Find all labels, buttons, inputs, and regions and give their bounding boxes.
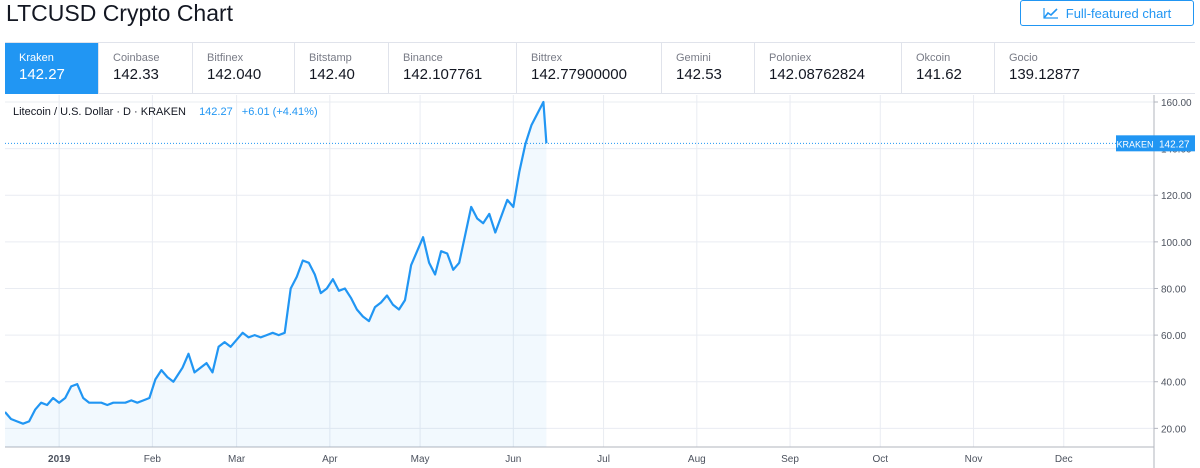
last-price-source-label: KRAKEN — [1116, 139, 1153, 149]
exchange-name: Gocio — [1009, 52, 1038, 64]
exchange-price: 142.27 — [19, 66, 65, 83]
x-tick-label: Sep — [781, 454, 799, 465]
last-price-source-badge — [1116, 135, 1154, 152]
tab-gocio[interactable]: Gocio 139.12877 — [995, 43, 1175, 94]
chart-legend: Litecoin / U.S. Dollar · D · KRAKEN 142.… — [13, 106, 318, 118]
x-tick-label: Nov — [965, 454, 983, 465]
y-tick-label: 120.00 — [1161, 191, 1192, 202]
series-area — [5, 102, 547, 447]
x-tick-label: Oct — [873, 454, 889, 465]
page-title: LTCUSD Crypto Chart — [6, 0, 234, 26]
last-price-label: 142.27 — [1159, 139, 1190, 150]
full-featured-chart-button[interactable]: Full-featured chart — [1020, 0, 1194, 26]
exchange-price: 141.62 — [916, 66, 962, 83]
tab-kraken[interactable]: Kraken 142.27 — [5, 43, 99, 94]
exchange-price: 142.33 — [113, 66, 159, 83]
exchange-name: Gemini — [676, 52, 711, 64]
exchange-name: Kraken — [19, 52, 54, 64]
y-tick-label: 160.00 — [1161, 98, 1192, 109]
legend-change: +6.01 (+4.41%) — [241, 106, 318, 118]
price-chart[interactable]: 20.0040.0060.0080.00100.00120.00140.0016… — [5, 95, 1195, 468]
x-tick-label: Dec — [1055, 454, 1073, 465]
exchange-price: 142.77900000 — [531, 66, 627, 83]
y-tick-label: 40.00 — [1161, 378, 1186, 389]
tab-okcoin[interactable]: Okcoin 141.62 — [902, 43, 995, 94]
y-tick-label: 60.00 — [1161, 331, 1186, 342]
x-tick-label: 2019 — [48, 454, 71, 465]
x-tick-label: Aug — [688, 454, 706, 465]
exchange-name: Okcoin — [916, 52, 951, 64]
price-chart-svg[interactable]: 20.0040.0060.0080.00100.00120.00140.0016… — [5, 95, 1195, 468]
full-featured-chart-label: Full-featured chart — [1065, 5, 1172, 21]
exchange-name: Binance — [403, 52, 443, 64]
y-tick-label: 20.00 — [1161, 424, 1186, 435]
exchange-price: 142.107761 — [403, 66, 483, 83]
x-tick-label: Feb — [144, 454, 162, 465]
y-tick-label: 80.00 — [1161, 284, 1186, 295]
legend-symbol: Litecoin / U.S. Dollar · D · KRAKEN — [13, 106, 186, 118]
exchange-name: Coinbase — [113, 52, 160, 64]
tab-bitstamp[interactable]: Bitstamp 142.40 — [295, 43, 389, 94]
chart-line-icon — [1043, 8, 1058, 19]
tab-bittrex[interactable]: Bittrex 142.77900000 — [517, 43, 662, 94]
x-tick-label: Mar — [228, 454, 246, 465]
exchange-price: 142.08762824 — [769, 66, 865, 83]
exchange-name: Bitfinex — [207, 52, 244, 64]
exchange-price: 142.040 — [207, 66, 262, 83]
exchange-tabs: Kraken 142.27 Coinbase 142.33 Bitfinex 1… — [5, 42, 1195, 94]
tab-bitfinex[interactable]: Bitfinex 142.040 — [193, 43, 295, 94]
exchange-name: Bittrex — [531, 52, 563, 64]
x-tick-label: May — [411, 454, 430, 465]
exchange-price: 139.12877 — [1009, 66, 1080, 83]
last-price-badge — [1154, 135, 1195, 152]
exchange-price: 142.40 — [309, 66, 355, 83]
x-tick-label: Jun — [505, 454, 521, 465]
tab-binance[interactable]: Binance 142.107761 — [389, 43, 517, 94]
x-tick-label: Jul — [597, 454, 610, 465]
y-tick-label: 100.00 — [1161, 238, 1192, 249]
tab-gemini[interactable]: Gemini 142.53 — [662, 43, 755, 94]
exchange-name: Poloniex — [769, 52, 812, 64]
legend-value: 142.27 — [199, 106, 233, 118]
exchange-name: Bitstamp — [309, 52, 352, 64]
tab-poloniex[interactable]: Poloniex 142.08762824 — [755, 43, 902, 94]
tab-coinbase[interactable]: Coinbase 142.33 — [99, 43, 193, 94]
x-tick-label: Apr — [322, 454, 338, 465]
series-line — [5, 100, 548, 425]
exchange-price: 142.53 — [676, 66, 722, 83]
